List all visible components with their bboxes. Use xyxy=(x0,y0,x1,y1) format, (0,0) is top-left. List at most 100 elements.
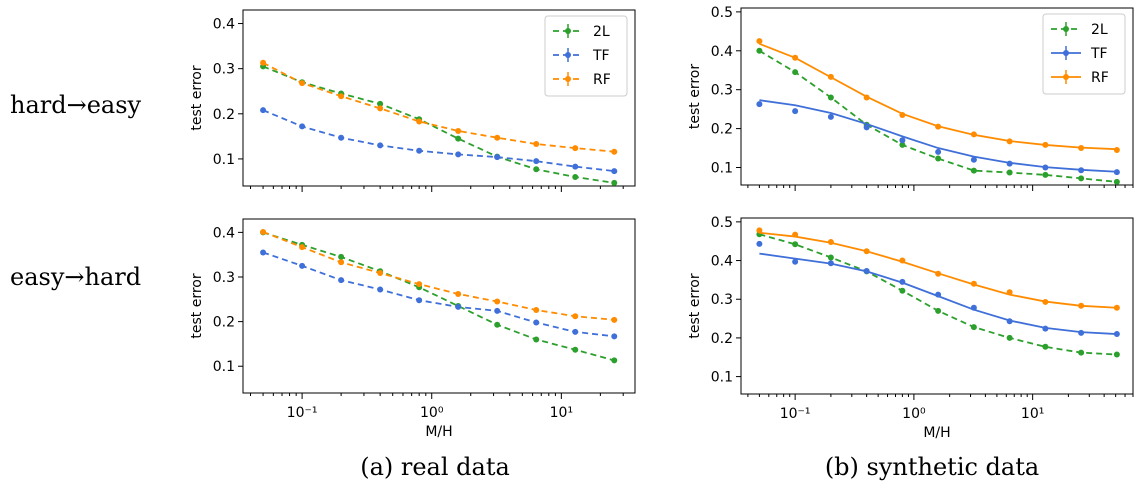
data-point-RF xyxy=(572,313,579,320)
data-point-RF xyxy=(970,131,977,138)
data-point-2L xyxy=(935,155,942,162)
data-point-2L xyxy=(899,141,906,148)
row-label-top: hard→easy xyxy=(10,91,142,119)
y-tick-label: 0.4 xyxy=(213,17,235,33)
legend-box xyxy=(1042,13,1126,95)
data-point-2L xyxy=(970,324,977,331)
data-point-TF xyxy=(756,101,763,108)
data-point-TF xyxy=(899,137,906,144)
panel-1: 0.1 0.2 0.3 0.4 test error 2L TF RF xyxy=(189,9,636,192)
data-point-RF xyxy=(455,290,462,297)
data-point-TF xyxy=(1042,325,1049,332)
legend-box xyxy=(544,15,628,97)
data-point-RF xyxy=(792,231,799,238)
data-point-2L xyxy=(377,100,384,107)
data-point-RF xyxy=(260,228,267,235)
data-point-2L xyxy=(827,94,834,101)
y-tick-label: 0.5 xyxy=(711,5,733,21)
data-point-TF xyxy=(338,134,345,141)
data-point-TF xyxy=(827,260,834,267)
x-tick-label: 10⁻¹ xyxy=(287,405,318,421)
data-point-TF xyxy=(1078,167,1085,174)
data-point-RF xyxy=(899,257,906,264)
series-line-RF xyxy=(262,62,615,153)
data-point-RF xyxy=(827,238,834,245)
panel-4: 0.1 0.2 0.3 0.4 0.5 10⁻¹ 10⁰ 10¹ test error M/H xyxy=(687,215,1134,441)
data-point-2L xyxy=(1078,175,1085,182)
y-tick-label: 0.1 xyxy=(213,152,235,168)
data-point-RF xyxy=(935,270,942,277)
legend-marker-TF xyxy=(1063,50,1069,56)
legend-label-TF: TF xyxy=(592,48,610,64)
y-axis-label: test error xyxy=(687,273,703,338)
data-point-RF xyxy=(377,269,384,276)
data-point-2L xyxy=(1042,171,1049,178)
data-point-TF xyxy=(572,328,579,335)
series-line-TF xyxy=(262,109,615,173)
legend-marker-2L xyxy=(565,28,571,34)
panel-3: 0.1 0.2 0.3 0.4 0.5 test error 2L TF RF xyxy=(687,5,1134,191)
data-point-RF xyxy=(338,259,345,266)
data-point-RF xyxy=(299,244,306,251)
data-point-RF xyxy=(299,80,306,87)
data-point-TF xyxy=(377,142,384,149)
data-point-2L xyxy=(792,69,799,76)
data-point-TF xyxy=(455,303,462,310)
data-point-TF xyxy=(863,267,870,274)
x-tick-label: 10¹ xyxy=(1021,406,1044,422)
data-point-2L xyxy=(970,167,977,174)
data-point-2L xyxy=(827,254,834,261)
data-point-RF xyxy=(756,38,763,45)
data-point-TF xyxy=(533,319,540,326)
data-point-2L xyxy=(899,287,906,294)
y-tick-label: 0.1 xyxy=(213,359,235,375)
data-point-2L xyxy=(792,241,799,248)
data-point-TF xyxy=(970,156,977,163)
data-point-RF xyxy=(377,105,384,112)
data-point-TF xyxy=(260,107,267,114)
data-point-RF xyxy=(756,227,763,234)
data-point-2L xyxy=(1078,349,1085,356)
data-point-RF xyxy=(1113,304,1120,311)
data-point-TF xyxy=(756,240,763,247)
y-tick-label: 0.3 xyxy=(213,270,235,286)
x-tick-label: 10⁻¹ xyxy=(780,406,811,422)
legend-marker-2L xyxy=(1063,26,1069,32)
plot-frame xyxy=(740,7,1134,186)
data-point-TF xyxy=(455,151,462,158)
legend-label-2L: 2L xyxy=(593,24,610,40)
panel-2: 0.1 0.2 0.3 0.4 10⁻¹ 10⁰ 10¹ test error M/H xyxy=(189,218,636,440)
data-point-TF xyxy=(899,278,906,285)
data-point-RF xyxy=(1006,289,1013,296)
data-point-2L xyxy=(1042,343,1049,350)
y-axis-label: test error xyxy=(189,273,205,338)
y-tick-label: 0.1 xyxy=(711,370,733,386)
data-point-2L xyxy=(572,346,579,353)
x-tick-label: 10⁰ xyxy=(420,405,444,421)
data-point-RF xyxy=(1078,302,1085,309)
series-line-TF xyxy=(262,251,615,338)
y-tick-label: 0.2 xyxy=(711,122,733,138)
data-point-RF xyxy=(863,248,870,255)
y-tick-label: 0.3 xyxy=(711,83,733,99)
data-point-2L xyxy=(455,135,462,142)
data-point-TF xyxy=(792,108,799,115)
data-point-RF xyxy=(494,134,501,141)
data-point-2L xyxy=(756,47,763,54)
data-point-RF xyxy=(416,281,423,288)
data-point-TF xyxy=(792,258,799,265)
data-point-TF xyxy=(611,333,618,340)
y-tick-label: 0.2 xyxy=(213,315,235,331)
data-point-TF xyxy=(416,147,423,154)
data-point-2L xyxy=(338,253,345,260)
data-point-RF xyxy=(899,111,906,118)
data-point-RF xyxy=(1113,146,1120,153)
data-point-TF xyxy=(377,286,384,293)
y-axis-label: test error xyxy=(189,65,205,130)
data-point-2L xyxy=(572,173,579,180)
data-point-TF xyxy=(1113,169,1120,176)
data-point-RF xyxy=(827,73,834,80)
row-label-bottom: easy→hard xyxy=(10,263,141,291)
data-point-TF xyxy=(1078,329,1085,336)
